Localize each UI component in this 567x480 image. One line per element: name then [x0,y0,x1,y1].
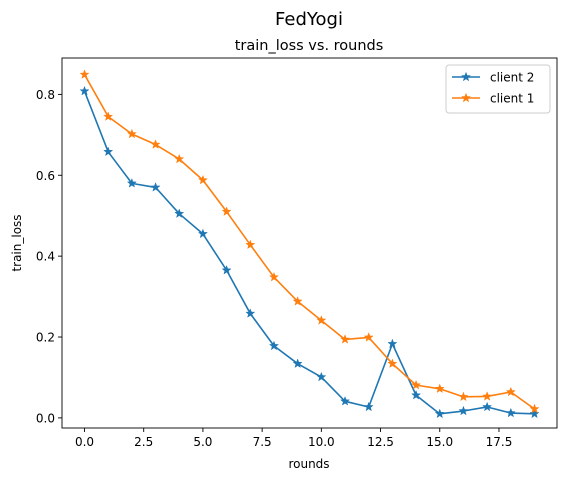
data-point [529,408,540,419]
x-tick-label: 0.0 [75,435,94,449]
data-point [339,395,351,406]
series-line [83,74,535,410]
data-point [387,358,398,369]
data-point [434,383,445,394]
data-point [103,111,114,121]
data-point [482,401,493,412]
legend-item: client 2 [452,71,534,85]
data-point [221,206,232,216]
y-axis-ticks: 0.0 0.2 0.4 0.6 0.8 [36,88,62,425]
x-tick-label: 5.0 [193,435,212,449]
data-point [292,358,303,369]
series-line [83,90,535,415]
data-point [339,334,351,344]
data-point [434,408,445,419]
legend: client 2 client 1 [445,64,551,114]
data-point [411,379,422,390]
data-point [363,332,374,342]
figure-suptitle: FedYogi [275,9,343,30]
y-tick-label: 0.6 [36,169,55,183]
y-tick-label: 0.4 [36,250,55,264]
data-point [150,139,161,149]
y-tick-label: 0.0 [36,411,55,425]
x-axis-label: rounds [288,457,329,471]
data-point [411,389,422,400]
data-point [268,271,280,282]
data-point [150,182,161,192]
legend-label: client 1 [490,92,534,106]
data-point [79,85,90,96]
chart-title: train_loss vs. rounds [235,38,384,54]
x-tick-label: 15.0 [426,435,453,449]
data-point [363,401,374,412]
data-point [505,386,516,397]
data-point [126,178,137,188]
data-point [387,338,398,349]
y-tick-label: 0.8 [36,88,55,102]
data-point [221,264,232,275]
series-layer [79,69,540,419]
plot-area [61,57,558,429]
legend-swatch-marker [460,92,472,103]
data-point [316,315,327,325]
legend-item: client 1 [452,92,534,106]
data-point [482,391,493,401]
data-point [174,153,185,164]
data-point [245,308,256,318]
legend-label: client 2 [490,71,534,85]
data-point [174,208,185,218]
data-point [505,407,516,418]
x-tick-label: 7.5 [253,435,272,449]
x-axis-ticks: 0.0 2.5 5.0 7.5 10.0 12.5 15.0 17.5 [75,428,512,449]
data-point [292,296,303,306]
legend-swatch-marker [460,71,472,82]
data-point [245,239,256,250]
x-tick-label: 12.5 [367,435,394,449]
data-point [458,405,469,416]
data-point [316,371,327,382]
data-point [529,403,540,414]
x-tick-label: 10.0 [308,435,335,449]
data-point [197,228,208,239]
data-point [103,146,114,157]
data-point [268,340,280,351]
x-tick-label: 17.5 [486,435,513,449]
y-axis-label: train_loss [10,214,24,271]
data-point [197,174,208,185]
y-tick-label: 0.2 [36,331,55,345]
data-point [458,391,469,402]
data-point [79,69,90,79]
x-tick-label: 2.5 [134,435,153,449]
series-1 [79,85,540,419]
series-2 [79,69,540,414]
data-point [126,128,137,139]
